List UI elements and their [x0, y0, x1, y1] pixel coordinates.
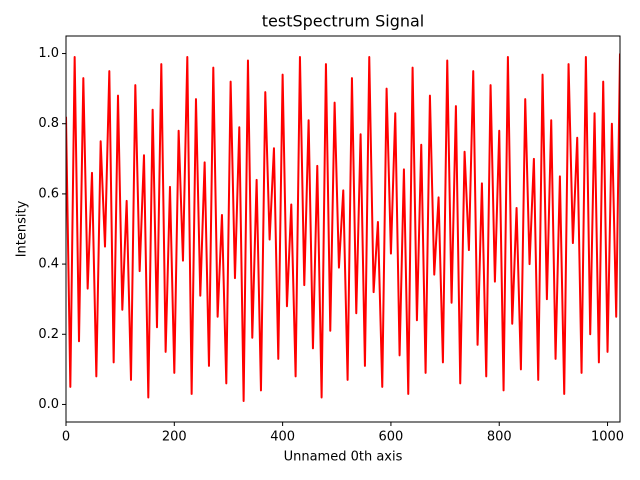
- y-axis-label: Intensity: [15, 200, 30, 257]
- y-tick-label: 0.6: [38, 186, 59, 201]
- x-tick-label: 1000: [591, 430, 624, 445]
- y-tick-label: 0.0: [38, 397, 59, 412]
- chart-title: testSpectrum Signal: [262, 12, 425, 31]
- signal-line: [66, 53, 620, 402]
- y-tick-label: 0.2: [38, 327, 59, 342]
- y-tick-label: 0.8: [38, 116, 59, 131]
- x-tick-label: 600: [379, 430, 404, 445]
- x-tick-label: 0: [62, 430, 70, 445]
- x-tick-label: 800: [487, 430, 512, 445]
- y-tick-label: 0.4: [38, 257, 59, 272]
- plot-frame: [65, 35, 621, 423]
- y-tick-label: 1.0: [38, 46, 59, 61]
- x-tick-label: 400: [270, 430, 295, 445]
- x-axis-label: Unnamed 0th axis: [284, 450, 403, 465]
- x-tick-label: 200: [162, 430, 187, 445]
